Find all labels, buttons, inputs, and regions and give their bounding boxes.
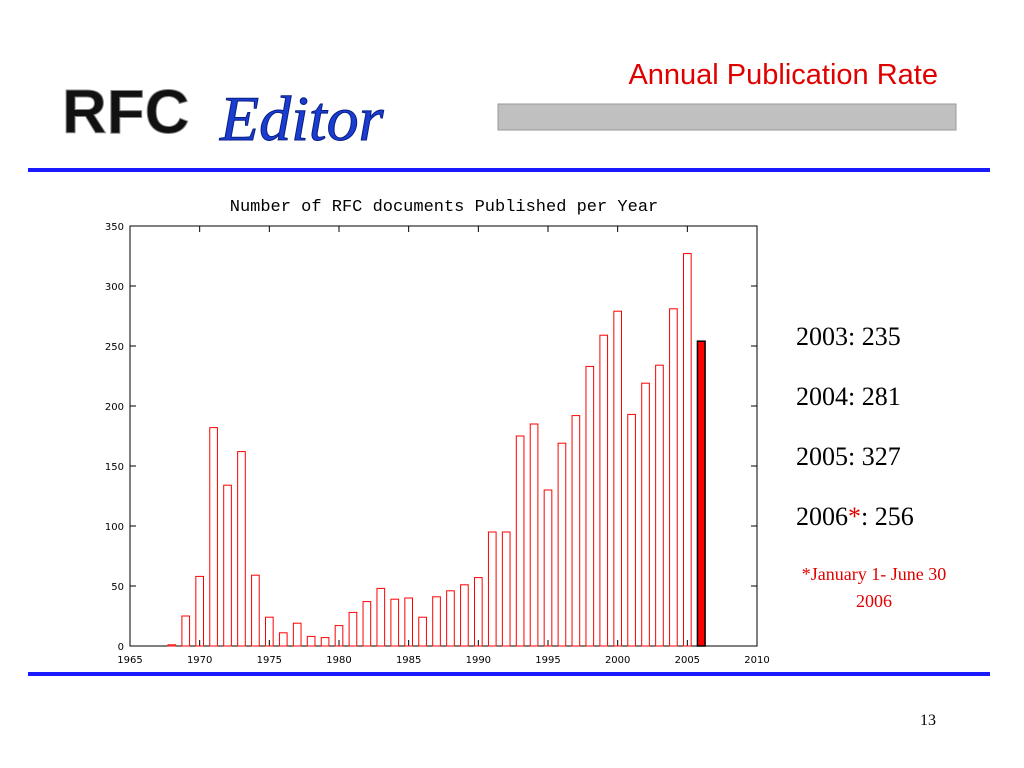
x-tick-label: 1980 [326, 655, 351, 666]
bar [306, 635, 316, 647]
bar [362, 601, 372, 647]
bar [181, 615, 191, 647]
bar [432, 596, 441, 647]
x-tick-label: 1990 [466, 655, 491, 666]
note-part: 2005: 327 [796, 442, 901, 471]
x-tick-label: 1995 [535, 655, 560, 666]
bar [557, 442, 567, 647]
bar [571, 415, 581, 647]
bar [460, 584, 469, 647]
bar [320, 637, 330, 647]
bar [167, 644, 177, 647]
x-tick-label: 1970 [187, 655, 212, 666]
bar [292, 622, 302, 647]
bar [599, 334, 609, 647]
note: 2004: 281 [796, 382, 901, 411]
bar [348, 611, 358, 647]
bar [265, 616, 274, 647]
bar [515, 435, 525, 647]
bar [418, 616, 427, 647]
bar [390, 598, 400, 647]
bar [446, 590, 455, 647]
y-tick-label: 50 [111, 582, 124, 593]
x-tick-label: 1975 [257, 655, 282, 666]
bar [613, 310, 622, 647]
bar [543, 489, 553, 647]
page-number: 13 [920, 712, 936, 729]
y-tick-label: 100 [105, 522, 124, 533]
top-rule [28, 168, 990, 172]
y-tick-label: 200 [105, 402, 124, 413]
x-tick-label: 2005 [675, 655, 700, 666]
bar [641, 382, 650, 647]
note-part: 2003: 235 [796, 322, 901, 351]
bar [585, 365, 595, 647]
bar [696, 340, 706, 647]
bar [669, 308, 678, 647]
footnote-line: 2006 [856, 591, 892, 611]
footnote-line: *January 1- June 30 [802, 564, 946, 584]
x-tick-label: 2000 [605, 655, 630, 666]
bar [376, 587, 386, 647]
note-part: : 256 [861, 502, 914, 531]
note: 2005: 327 [796, 442, 901, 471]
bar [278, 632, 288, 647]
y-tick-label: 350 [105, 222, 124, 233]
bar [251, 574, 260, 647]
slide-title: Annual Publication Rate [628, 59, 938, 91]
bar [404, 597, 413, 647]
plot: 0 50 100 150 200 250 300 350 1965 1970 1975 1980 198… [105, 222, 770, 666]
note-part: 2004: 281 [796, 382, 901, 411]
plot-frame [129, 225, 758, 647]
x-tick-label: 1985 [396, 655, 421, 666]
bar [334, 625, 344, 647]
y-tick-label: 150 [105, 462, 124, 473]
logo-right: Editor [219, 83, 385, 154]
note-part: * [848, 502, 861, 531]
bar [209, 427, 218, 647]
bar [529, 423, 539, 647]
bar [474, 577, 483, 647]
logo-left: RFC [62, 78, 189, 147]
title-bar [497, 103, 957, 131]
bar [195, 575, 204, 647]
note: 2003: 235 [796, 322, 901, 351]
bar [627, 413, 636, 647]
y-tick-label: 0 [118, 642, 124, 653]
x-tick-label: 1965 [117, 655, 142, 666]
bar [501, 531, 511, 647]
bar [683, 253, 692, 647]
notes: 2003: 235 2004: 281 2005: 327 2006*: 256 [796, 322, 914, 531]
chart-title: Number of RFC documents Published per Ye… [230, 198, 658, 217]
note: 2006*: 256 [796, 502, 914, 531]
bar [487, 531, 497, 647]
y-tick-label: 250 [105, 342, 124, 353]
y-tick-label: 300 [105, 282, 124, 293]
note-part: 2006 [796, 502, 848, 531]
x-tick-label: 2010 [744, 655, 769, 666]
bar [237, 451, 246, 647]
bottom-rule [28, 672, 990, 676]
bar [223, 484, 232, 647]
bar [655, 364, 664, 647]
